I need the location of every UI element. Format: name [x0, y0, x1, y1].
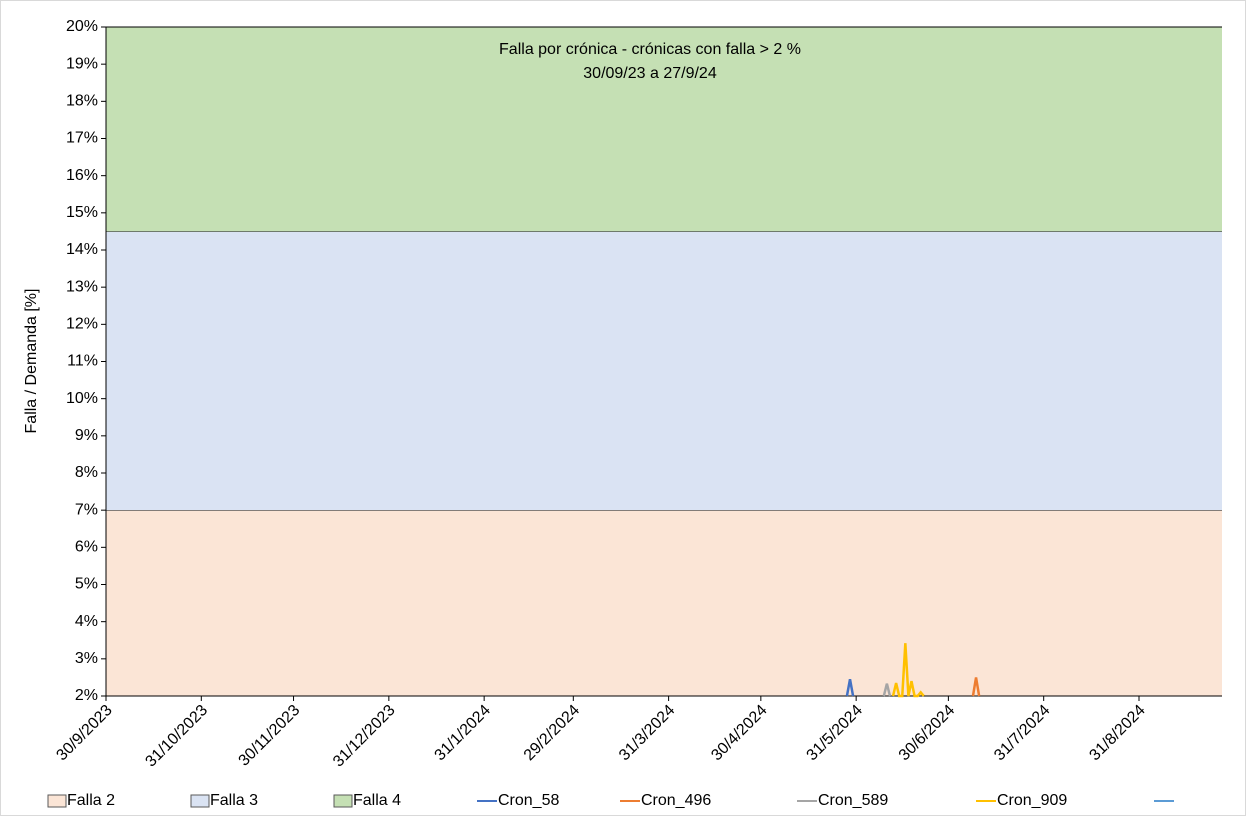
- legend-swatch: [190, 794, 210, 808]
- y-tick-label: 17%: [66, 130, 98, 147]
- y-tick-label: 13%: [66, 278, 98, 295]
- legend-label: Cron_589: [818, 792, 888, 809]
- y-tick-label: 19%: [66, 55, 98, 72]
- series-line: [882, 683, 892, 697]
- y-tick-label: 5%: [75, 576, 98, 593]
- y-tick-label: 3%: [75, 650, 98, 667]
- y-tick-label: 15%: [66, 204, 98, 221]
- legend-label: Cron_58: [498, 792, 559, 809]
- chart-title: Falla por crónica - crónicas con falla >…: [499, 41, 801, 58]
- y-tick-label: 20%: [66, 18, 98, 35]
- y-tick-label: 10%: [66, 390, 98, 407]
- band-area: [106, 231, 1222, 511]
- y-tick-label: 9%: [75, 427, 98, 444]
- band-area: [106, 27, 1222, 232]
- y-tick-label: 11%: [67, 353, 98, 370]
- legend-label: Falla 3: [210, 792, 258, 809]
- band-area: [106, 510, 1222, 696]
- y-tick-label: 8%: [75, 464, 98, 481]
- y-tick-label: 7%: [75, 501, 98, 518]
- legend-swatch: [333, 794, 353, 808]
- chart-subtitle: 30/09/23 a 27/9/24: [583, 65, 717, 82]
- series-line: [971, 677, 981, 697]
- legend-label: Cron_496: [641, 792, 711, 809]
- y-tick-label: 6%: [75, 539, 98, 556]
- y-tick-label: 12%: [66, 316, 98, 333]
- y-tick-label: 16%: [66, 167, 98, 184]
- y-tick-label: 2%: [75, 687, 98, 704]
- legend-label: Falla 4: [353, 792, 401, 809]
- y-axis-label: Falla / Demanda [%]: [23, 289, 40, 434]
- series-line: [845, 679, 855, 697]
- legend-swatch: [47, 794, 67, 808]
- y-tick-label: 14%: [66, 241, 98, 258]
- legend-label: Cron_909: [997, 792, 1067, 809]
- y-tick-label: 18%: [66, 93, 98, 110]
- y-tick-label: 4%: [75, 613, 98, 630]
- series-line: [891, 643, 925, 698]
- legend-label: Falla 2: [67, 792, 115, 809]
